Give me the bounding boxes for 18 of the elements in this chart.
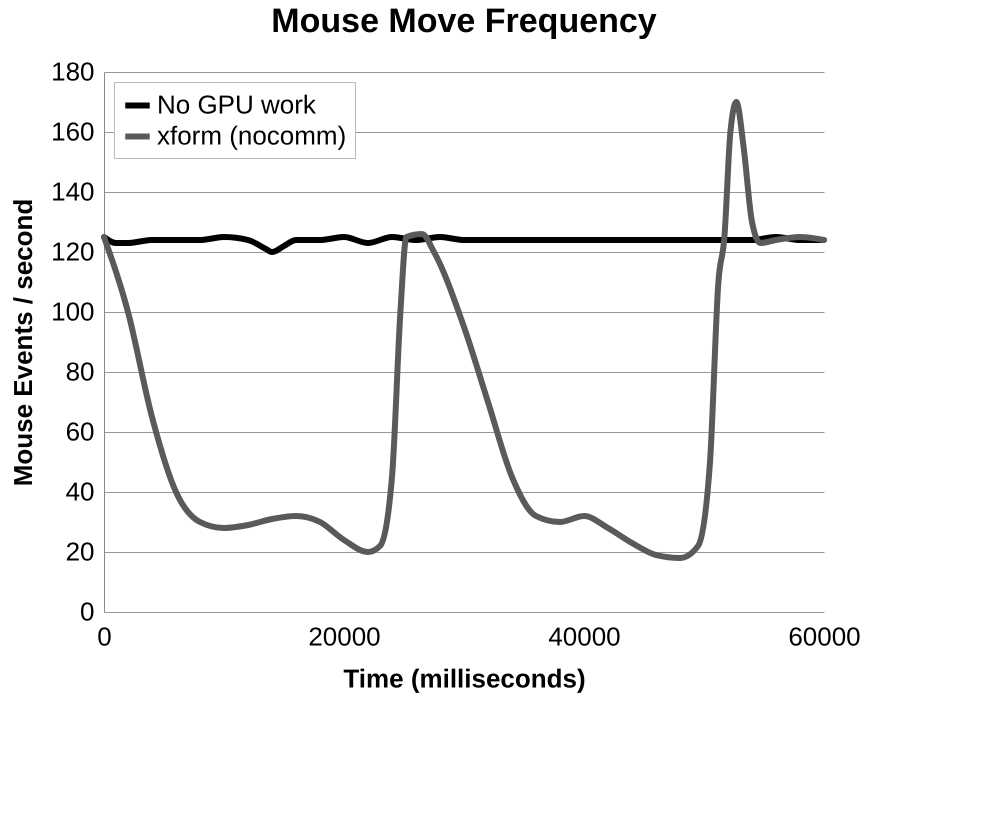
y-tick-label: 80 [66, 356, 94, 386]
y-tick-label: 140 [51, 176, 94, 206]
chart-title: Mouse Move Frequency [271, 2, 657, 40]
x-tick-label: 40000 [548, 622, 621, 652]
y-tick-label: 180 [51, 56, 94, 86]
y-tick-label: 160 [51, 116, 94, 146]
y-axis-title: Mouse Events / second [8, 198, 38, 486]
x-tick-label: 20000 [308, 622, 381, 652]
x-axis-title: Time (milliseconds) [343, 664, 586, 694]
y-tick-label: 60 [66, 416, 94, 446]
y-tick-label: 0 [80, 596, 94, 626]
y-tick-label: 40 [66, 476, 94, 506]
legend-label: No GPU work [157, 90, 317, 120]
y-tick-label: 20 [66, 536, 94, 566]
y-tick-label: 120 [51, 236, 94, 266]
legend-label: xform (nocomm) [157, 120, 346, 150]
x-tick-label: 60000 [788, 622, 861, 652]
y-tick-label: 100 [51, 296, 94, 326]
